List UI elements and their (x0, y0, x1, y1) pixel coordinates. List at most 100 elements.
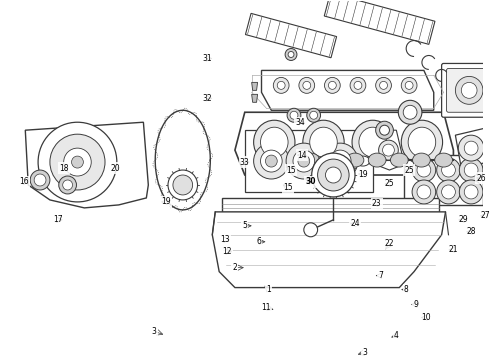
Text: 10: 10 (421, 313, 431, 322)
Ellipse shape (277, 81, 285, 89)
Circle shape (380, 125, 390, 135)
Circle shape (458, 135, 484, 161)
Text: 20: 20 (110, 163, 120, 172)
Circle shape (329, 150, 351, 172)
Polygon shape (235, 112, 453, 175)
Circle shape (412, 180, 436, 204)
Ellipse shape (346, 153, 364, 167)
Bar (245, 130, 373, 192)
Ellipse shape (303, 81, 311, 89)
Text: 9: 9 (414, 300, 418, 309)
Text: 8: 8 (404, 285, 409, 294)
Ellipse shape (435, 153, 452, 167)
Ellipse shape (303, 120, 344, 164)
Text: 25: 25 (385, 180, 394, 189)
Circle shape (322, 143, 358, 179)
Text: 11: 11 (262, 303, 271, 312)
Ellipse shape (359, 127, 387, 157)
Polygon shape (25, 122, 148, 208)
Ellipse shape (350, 77, 366, 93)
Circle shape (173, 175, 193, 195)
Ellipse shape (368, 153, 386, 167)
Circle shape (441, 185, 455, 199)
Circle shape (455, 76, 483, 104)
Text: 23: 23 (372, 199, 381, 208)
Circle shape (379, 140, 398, 160)
Polygon shape (212, 212, 445, 288)
Circle shape (304, 223, 318, 237)
Text: 14: 14 (297, 150, 307, 159)
Text: 7: 7 (378, 271, 383, 280)
Ellipse shape (324, 77, 340, 93)
Ellipse shape (401, 120, 442, 164)
Text: 15: 15 (283, 184, 293, 193)
Circle shape (63, 180, 73, 190)
Text: 1: 1 (266, 285, 271, 294)
Ellipse shape (261, 127, 288, 157)
Text: 30: 30 (305, 177, 316, 186)
Ellipse shape (401, 77, 417, 93)
Text: 2: 2 (233, 263, 237, 272)
Bar (222, 198, 439, 212)
Ellipse shape (324, 153, 342, 167)
Circle shape (376, 121, 393, 139)
Circle shape (312, 153, 355, 197)
Ellipse shape (391, 153, 408, 167)
Circle shape (334, 155, 346, 167)
Text: 27: 27 (480, 211, 490, 220)
Ellipse shape (405, 81, 413, 89)
Text: 26: 26 (476, 174, 486, 183)
Circle shape (461, 82, 477, 98)
Ellipse shape (299, 77, 315, 93)
Circle shape (286, 143, 321, 179)
Text: 12: 12 (222, 247, 232, 256)
Circle shape (59, 176, 76, 194)
Text: 18: 18 (59, 163, 69, 172)
Circle shape (64, 148, 91, 176)
Text: 19: 19 (161, 197, 171, 206)
Circle shape (287, 108, 301, 122)
Circle shape (38, 122, 117, 202)
Polygon shape (367, 130, 402, 170)
Circle shape (288, 51, 294, 58)
Circle shape (398, 100, 422, 124)
Polygon shape (455, 128, 488, 168)
Text: 21: 21 (449, 245, 458, 254)
Circle shape (310, 111, 318, 119)
Polygon shape (252, 94, 258, 102)
Text: 16: 16 (20, 177, 29, 186)
Circle shape (403, 105, 417, 119)
Text: 3: 3 (363, 348, 368, 357)
Polygon shape (262, 71, 434, 110)
Circle shape (464, 163, 478, 177)
Circle shape (290, 111, 298, 119)
Circle shape (459, 180, 483, 204)
Ellipse shape (302, 153, 319, 167)
Circle shape (417, 185, 431, 199)
Text: 5: 5 (243, 221, 247, 230)
Circle shape (325, 167, 341, 183)
FancyBboxPatch shape (441, 63, 490, 117)
Circle shape (307, 108, 320, 122)
Text: 17: 17 (53, 215, 63, 224)
Text: 32: 32 (202, 94, 212, 103)
Text: 3: 3 (152, 327, 157, 336)
Circle shape (298, 155, 310, 167)
Ellipse shape (356, 156, 370, 166)
Bar (324, 0, 435, 44)
Circle shape (437, 180, 460, 204)
Circle shape (464, 141, 478, 155)
Circle shape (412, 158, 436, 182)
Text: 31: 31 (202, 54, 212, 63)
Ellipse shape (254, 120, 295, 164)
Circle shape (261, 150, 282, 172)
Text: 19: 19 (358, 170, 368, 179)
Circle shape (50, 134, 105, 190)
Ellipse shape (310, 127, 337, 157)
Ellipse shape (408, 127, 436, 157)
Ellipse shape (354, 81, 362, 89)
Ellipse shape (376, 77, 392, 93)
Ellipse shape (380, 81, 388, 89)
Text: 28: 28 (466, 227, 476, 236)
Circle shape (437, 158, 460, 182)
